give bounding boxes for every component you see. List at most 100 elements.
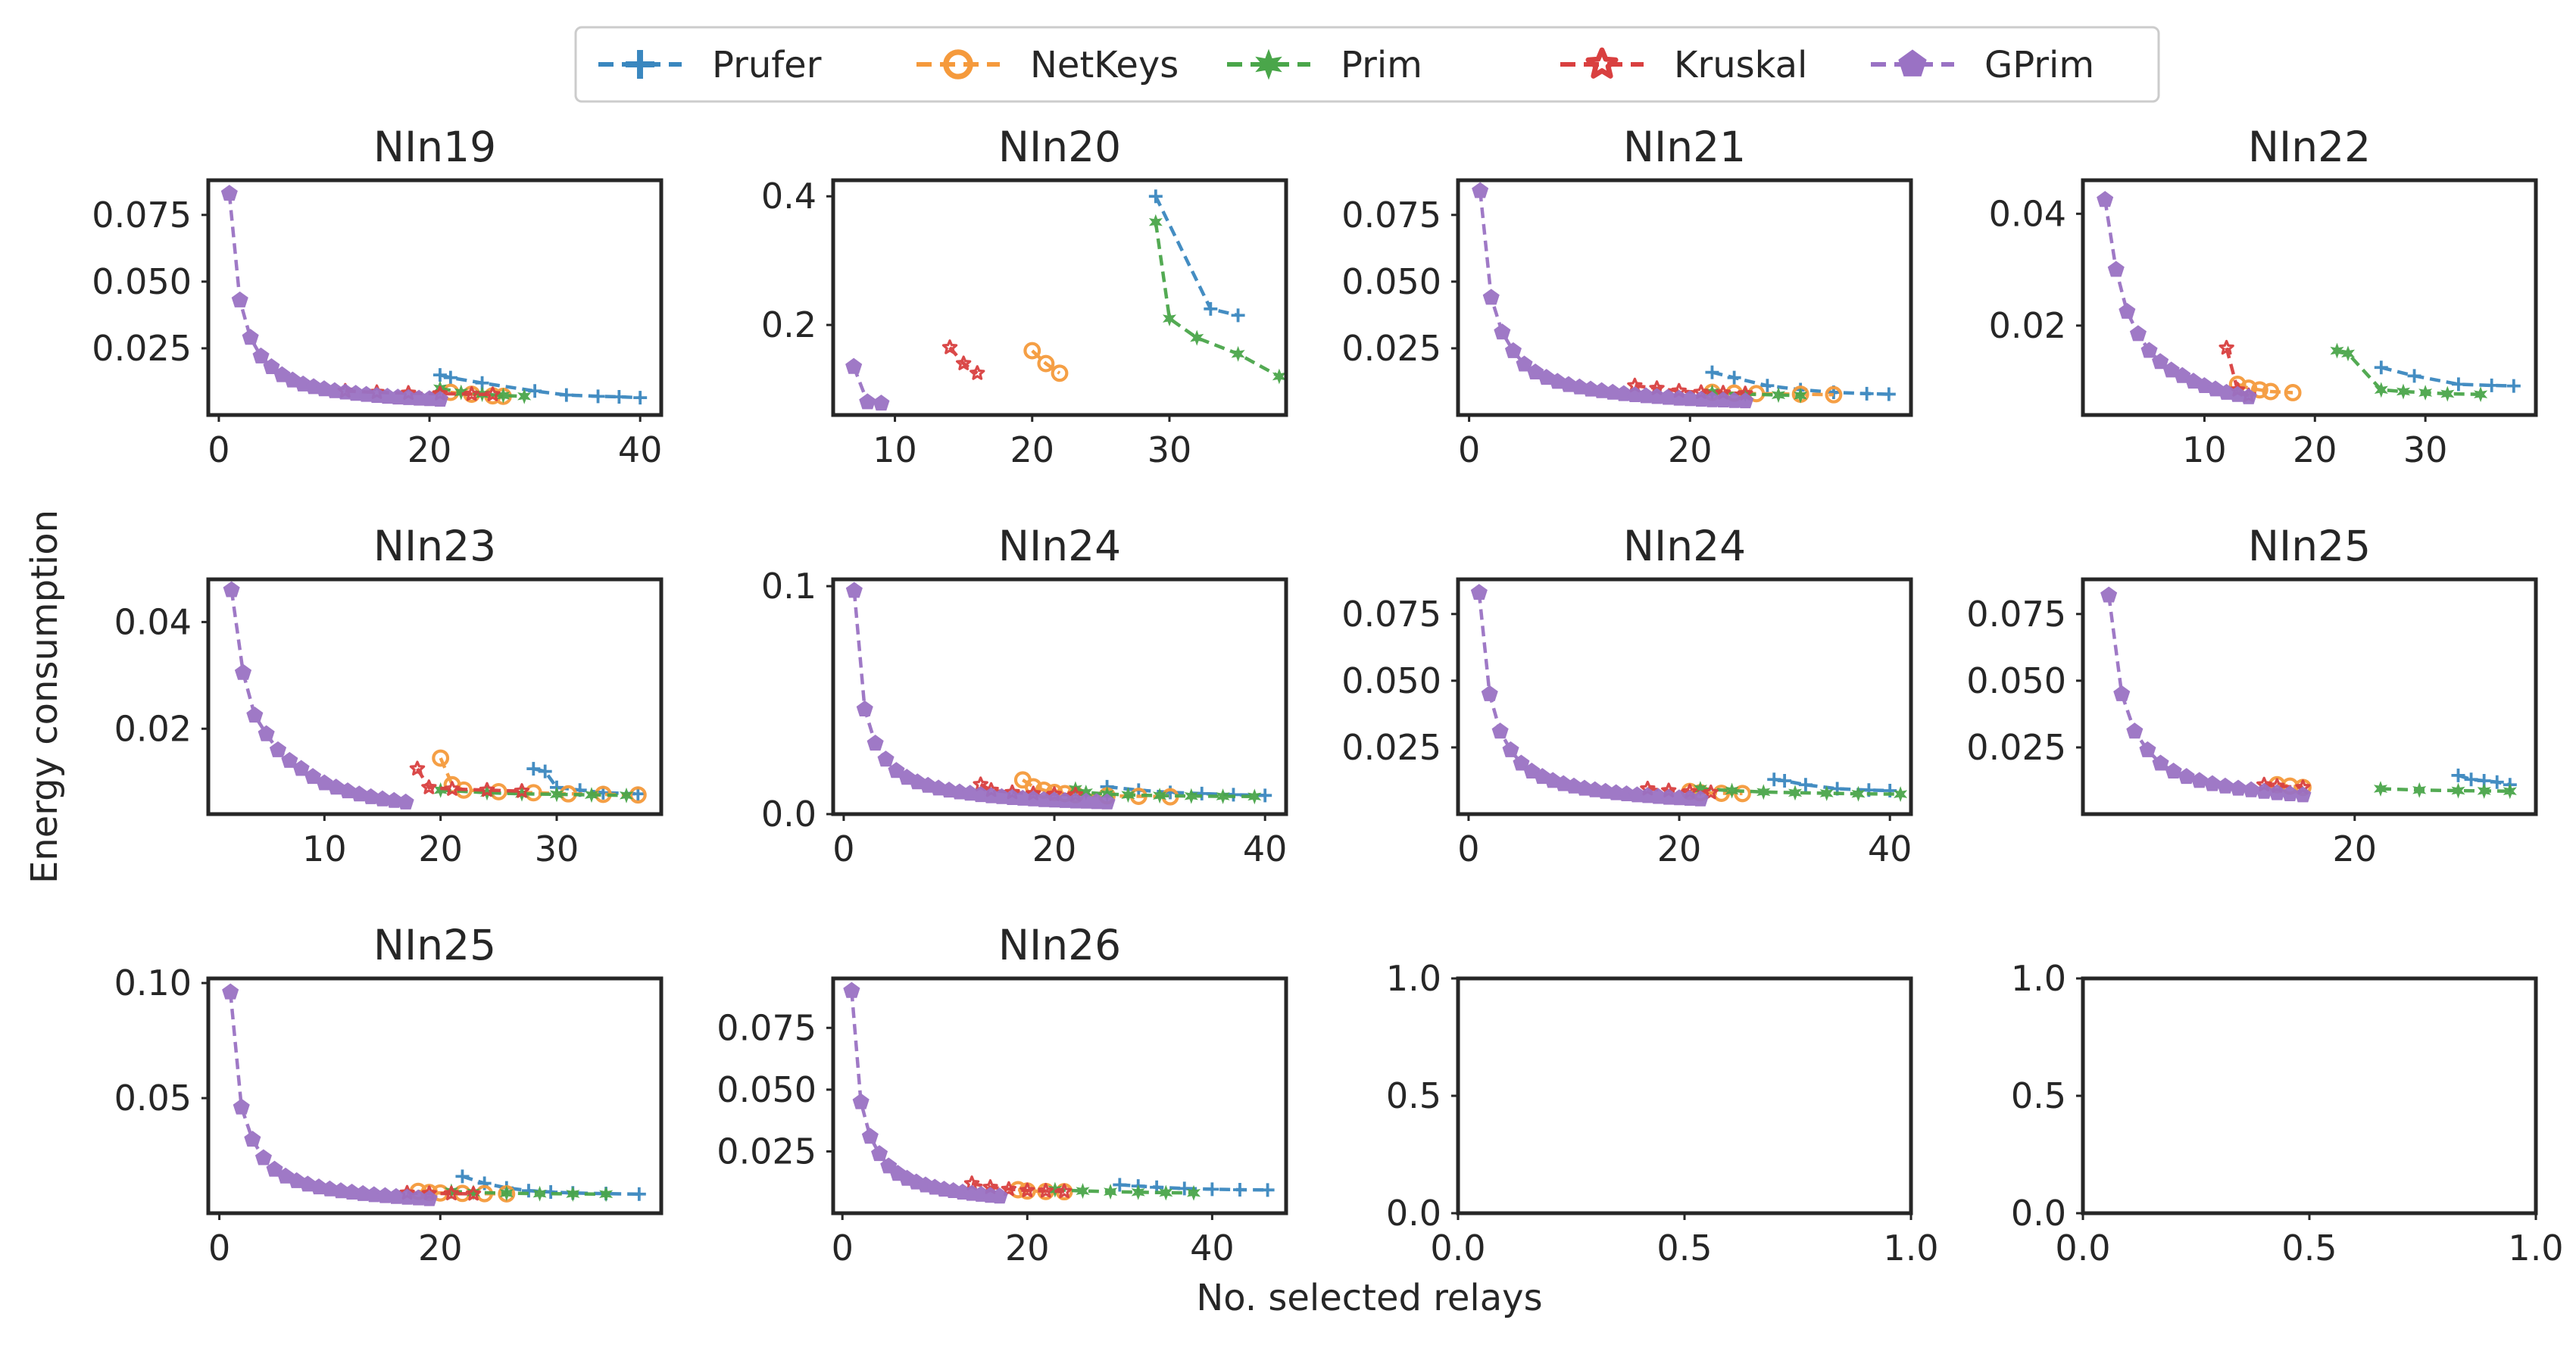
data-point	[1482, 289, 1500, 305]
data-point	[1760, 379, 1775, 393]
x-tick-label: 0.5	[2281, 1228, 2337, 1268]
y-tick-label: 0.05	[114, 1078, 192, 1119]
data-point	[479, 782, 495, 797]
data-point	[591, 389, 605, 404]
x-tick-label: 20	[407, 429, 452, 470]
data-point	[2113, 685, 2131, 701]
subplot-title: NIn23	[373, 522, 496, 570]
data-point	[1051, 364, 1069, 382]
series-gprim	[222, 983, 438, 1206]
x-tick-label: 0	[1458, 429, 1480, 470]
x-tick-label: 20	[1668, 429, 1713, 470]
data-point	[252, 347, 270, 364]
series-line	[2381, 366, 2514, 388]
data-point	[1204, 301, 1218, 316]
data-point	[859, 393, 876, 410]
data-point	[2190, 772, 2208, 788]
data-point	[281, 751, 298, 768]
y-tick-label: 0.050	[717, 1069, 817, 1110]
series-gprim	[843, 981, 1008, 1204]
data-point	[1162, 310, 1177, 327]
data-point	[584, 787, 599, 803]
data-point	[1038, 1182, 1054, 1198]
y-tick-label: 0.050	[1966, 660, 2066, 701]
y-tick-label: 0.025	[717, 1131, 817, 1172]
data-point	[612, 390, 626, 404]
legend-entry-prim: Prim	[1227, 44, 1422, 86]
data-point	[2218, 339, 2234, 355]
series-line	[2106, 594, 2303, 797]
series-prufer	[1767, 772, 1897, 797]
data-point	[1513, 754, 1530, 771]
legend-label: Kruskal	[1674, 44, 1807, 86]
data-point	[304, 768, 322, 785]
axes-frame	[206, 178, 664, 417]
y-tick-label: 0.5	[1386, 1075, 1441, 1116]
x-tick-label: 30	[2403, 429, 2448, 470]
data-point	[2119, 302, 2136, 319]
data-point	[1153, 788, 1167, 804]
data-point	[258, 725, 275, 741]
data-point	[1186, 1184, 1201, 1201]
data-point	[242, 329, 259, 345]
data-point	[1148, 189, 1163, 204]
series-gprim	[845, 582, 1116, 810]
plot-area	[220, 184, 648, 407]
data-point	[528, 384, 542, 398]
legend-marker	[1585, 47, 1619, 79]
data-point	[566, 1186, 580, 1202]
data-point	[1778, 773, 1792, 788]
data-point	[1727, 370, 1741, 385]
data-point	[269, 741, 287, 757]
data-point	[2216, 777, 2234, 794]
data-point	[1037, 354, 1055, 373]
y-tick-label: 1.0	[1386, 958, 1441, 999]
x-tick-label: 20	[1657, 828, 1702, 869]
y-tick-label: 0.5	[2011, 1075, 2066, 1116]
series-netkeys	[1023, 342, 1069, 382]
legend-entry-gprim: GPrim	[1871, 44, 2094, 86]
legend-entry-prufer: Prufer	[598, 44, 822, 86]
data-point	[362, 788, 379, 804]
subplot-title: NIn26	[998, 921, 1121, 969]
series-gprim	[223, 581, 414, 810]
x-tick-label: 20	[418, 1228, 463, 1268]
x-tick-label: 0.0	[1430, 1228, 1485, 1268]
data-point	[2268, 784, 2286, 800]
legend-label: Prim	[1341, 44, 1422, 86]
data-point	[244, 1131, 261, 1147]
data-point	[526, 762, 541, 776]
data-point	[421, 779, 437, 794]
y-tick-label: 0.075	[717, 1007, 817, 1048]
series-prufer	[1148, 189, 1245, 323]
legend-marker	[1255, 48, 1282, 80]
data-point	[499, 1185, 514, 1202]
data-point	[2126, 722, 2144, 739]
data-point	[549, 786, 564, 803]
data-point	[339, 782, 357, 799]
plot-area	[2097, 191, 2521, 404]
data-point	[2330, 342, 2344, 359]
data-point	[1819, 785, 1834, 801]
data-point	[1148, 214, 1163, 230]
axes-frame	[1456, 976, 1913, 1215]
data-point	[1491, 722, 1509, 739]
series-line	[416, 767, 523, 793]
data-point	[1703, 784, 1719, 800]
data-point	[1798, 778, 1813, 792]
legend-entry-netkeys: NetKeys	[916, 44, 1179, 86]
data-point	[1194, 786, 1209, 800]
legend-label: NetKeys	[1030, 44, 1179, 86]
data-point	[2230, 779, 2247, 796]
data-point	[432, 749, 450, 767]
y-tick-label: 0.2	[761, 304, 817, 345]
data-point	[2294, 786, 2312, 803]
series-kruskal	[941, 339, 985, 380]
data-point	[843, 981, 860, 998]
x-tick-label: 0.5	[1656, 1228, 1712, 1268]
x-tick-label: 10	[873, 429, 917, 470]
data-point	[1737, 392, 1754, 409]
axes-frame	[2081, 577, 2538, 816]
series-line	[1054, 1187, 1194, 1195]
